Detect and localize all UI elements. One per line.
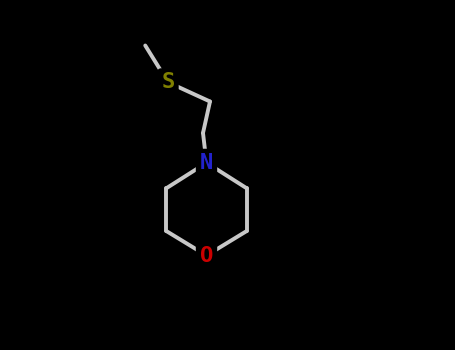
Text: S: S [162,72,175,92]
Text: N: N [200,153,213,173]
Text: O: O [200,245,213,266]
